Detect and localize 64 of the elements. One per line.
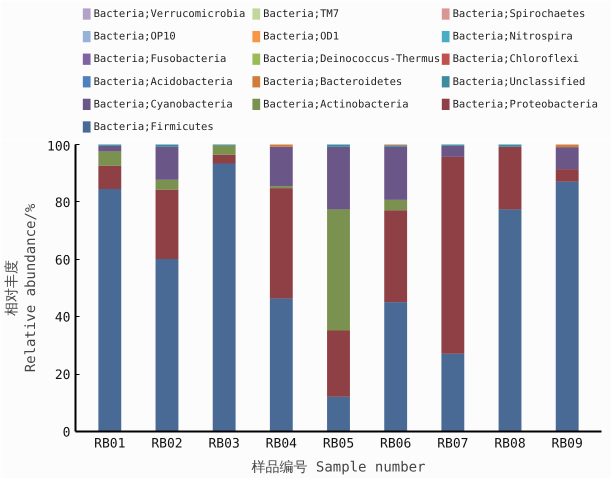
bar [156, 180, 178, 190]
bar [441, 146, 464, 157]
legend-label: Bacteria;Actinobacteria [263, 98, 409, 110]
x-tick-label: RB04 [266, 436, 298, 452]
legend-label: Bacteria;OP10 [94, 30, 176, 43]
bar [156, 259, 178, 432]
x-tick-label: RB02 [151, 436, 183, 452]
legend-label: Bacteria;Acidobacteria [94, 76, 233, 88]
legend-label: Bacteria;Unclassified [452, 76, 586, 88]
bar [498, 209, 522, 432]
legend-label: Bacteria;Fusobacteria [94, 53, 226, 66]
bar [556, 182, 579, 432]
x-tick-label: RB01 [94, 436, 126, 452]
bar [98, 151, 122, 166]
bar [98, 146, 122, 152]
legend-label: Bacteria;TM7 [263, 8, 340, 20]
x-tick-label: RB05 [322, 436, 354, 452]
bar [556, 144, 579, 148]
bar [98, 188, 122, 432]
bar [327, 330, 350, 397]
bar [384, 146, 408, 200]
bar [384, 200, 408, 210]
y-tick-label: 20 [54, 368, 71, 384]
bar [441, 354, 464, 432]
bar [556, 169, 579, 182]
bar [498, 146, 522, 210]
x-axis-title: 样品编号 Sample number [252, 460, 426, 476]
bar [327, 209, 350, 330]
x-tick-label: RB08 [494, 436, 526, 452]
bar [556, 147, 579, 170]
x-tick-label: RB06 [380, 436, 412, 452]
x-tick-label: RB09 [552, 436, 583, 452]
y-tick-label: 0 [62, 426, 70, 440]
legend-label: Bacteria;Nitrospira [452, 30, 573, 43]
bar [156, 190, 178, 260]
legend-label: Bacteria;Proteobacteria [452, 98, 598, 110]
legend-label: Bacteria;OD1 [263, 30, 340, 43]
legend-label: Bacteria;Spirochaetes [452, 8, 586, 20]
bar [156, 146, 178, 180]
bar [212, 154, 236, 164]
bar [384, 210, 408, 302]
bar [327, 396, 350, 432]
legend-label: Bacteria;Verrucomicrobia [94, 8, 246, 20]
legend-label: Bacteria;Deinococcus-Thermus [263, 53, 440, 66]
bar [212, 145, 236, 155]
legend-label: Bacteria;Cyanobacteria [94, 98, 233, 110]
bar [270, 188, 293, 298]
bar [327, 146, 350, 210]
legend-label: Bacteria;Firmicutes [94, 120, 214, 133]
bar [270, 146, 293, 186]
bar [98, 166, 122, 189]
y-tick-label: 100 [47, 140, 71, 154]
y-tick-label: 40 [54, 310, 71, 326]
bar [270, 298, 293, 432]
bar [384, 302, 408, 432]
y-tick-label: 60 [54, 253, 71, 268]
x-tick-label: RB07 [437, 436, 469, 452]
y-axis-title: 相对丰度 Relative abundance/% [4, 203, 40, 372]
legend-label: Bacteria;Chloroflexi [452, 53, 580, 66]
bar [441, 156, 464, 354]
x-tick-label: RB03 [208, 436, 240, 452]
legend-label: Bacteria;Bacteroidetes [263, 76, 402, 88]
y-tick-label: 80 [54, 196, 71, 211]
bar [212, 163, 236, 432]
